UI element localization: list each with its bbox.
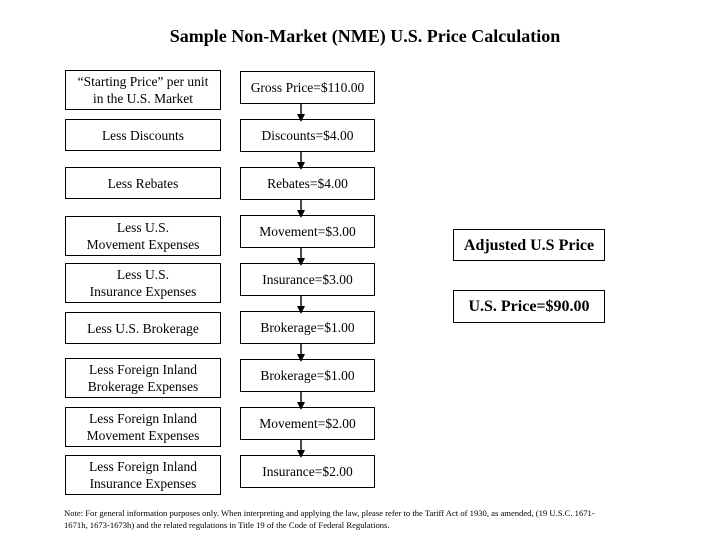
label-line: Less Foreign Inland [89,411,197,426]
row-label-foreign-insurance: Less Foreign Inland Insurance Expenses [65,455,221,495]
label-line: Less U.S. Brokerage [87,320,199,336]
label-line: Less Discounts [101,127,185,143]
row-label-us-insurance: Less U.S. Insurance Expenses [65,263,221,303]
footnote-line: Note: For general information purposes o… [64,508,595,518]
row-label-rebates: Less Rebates [65,167,221,199]
label-line: “Starting Price” per unit [77,74,209,89]
value-us-brokerage: Brokerage=$1.00 [240,311,375,344]
label-line: in the U.S. Market [92,91,194,106]
value-discounts: Discounts=$4.00 [240,119,375,152]
label-line: Less U.S. [116,220,170,235]
adjusted-price-value: U.S. Price=$90.00 [453,290,605,323]
value-foreign-insurance: Insurance=$2.00 [240,455,375,488]
label-line: Brokerage Expenses [87,379,199,394]
row-label-foreign-brokerage: Less Foreign Inland Brokerage Expenses [65,358,221,398]
label-line: Insurance Expenses [89,476,197,491]
row-label-discounts: Less Discounts [65,119,221,151]
label-line: Insurance Expenses [89,284,197,299]
page-title: Sample Non-Market (NME) U.S. Price Calcu… [169,26,561,46]
row-label-starting-price: “Starting Price” per unit in the U.S. Mar… [65,70,221,110]
label-line: Less Foreign Inland [89,362,197,377]
value-us-insurance: Insurance=$3.00 [240,263,375,296]
value-rebates: Rebates=$4.00 [240,167,375,200]
label-line: Less Foreign Inland [89,459,197,474]
value-gross-price: Gross Price=$110.00 [240,71,375,104]
footnote-line: 1671h, 1673-1673h) and the related regul… [64,520,390,530]
value-us-movement: Movement=$3.00 [240,215,375,248]
value-foreign-movement: Movement=$2.00 [240,407,375,440]
label-line: Less U.S. [116,267,170,282]
label-line: Less Rebates [107,175,179,191]
label-line: Movement Expenses [86,237,200,252]
row-label-us-brokerage: Less U.S. Brokerage [65,312,221,344]
footnote: Note: For general information purposes o… [64,507,674,531]
label-line: Movement Expenses [86,428,200,443]
row-label-us-movement: Less U.S. Movement Expenses [65,216,221,256]
adjusted-price-title: Adjusted U.S Price [453,229,605,261]
value-foreign-brokerage: Brokerage=$1.00 [240,359,375,392]
row-label-foreign-movement: Less Foreign Inland Movement Expenses [65,407,221,447]
